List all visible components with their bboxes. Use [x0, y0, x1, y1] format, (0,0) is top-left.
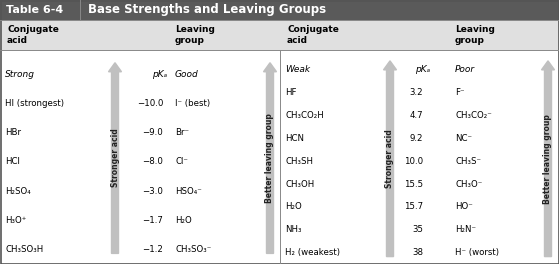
Text: 15.5: 15.5: [404, 180, 423, 188]
Text: 10.0: 10.0: [404, 157, 423, 166]
Text: Cl⁻: Cl⁻: [175, 157, 188, 166]
Text: HI (strongest): HI (strongest): [5, 99, 64, 108]
Text: HF: HF: [285, 88, 296, 97]
Text: H₃O⁺: H₃O⁺: [5, 216, 26, 225]
Text: CH₃OH: CH₃OH: [285, 180, 314, 188]
Text: Strong: Strong: [5, 70, 35, 79]
Text: Good: Good: [175, 70, 199, 79]
FancyArrow shape: [542, 61, 555, 257]
Text: CH₃CO₂H: CH₃CO₂H: [285, 111, 324, 120]
Text: HSO₄⁻: HSO₄⁻: [175, 187, 202, 196]
FancyArrow shape: [108, 63, 121, 253]
Text: CH₃SO₃H: CH₃SO₃H: [5, 245, 43, 254]
Text: NC⁻: NC⁻: [455, 134, 472, 143]
Text: Better leaving group: Better leaving group: [266, 113, 274, 203]
Text: Base Strengths and Leaving Groups: Base Strengths and Leaving Groups: [88, 3, 326, 16]
Text: Conjugate
acid: Conjugate acid: [287, 25, 339, 45]
Text: CH₃CO₂⁻: CH₃CO₂⁻: [455, 111, 492, 120]
Text: pKₐ: pKₐ: [153, 70, 168, 79]
Text: Poor: Poor: [455, 65, 475, 74]
Text: Conjugate
acid: Conjugate acid: [7, 25, 59, 45]
Text: Stronger acid: Stronger acid: [386, 129, 395, 188]
Text: H₂O: H₂O: [175, 216, 192, 225]
Text: H₂SO₄: H₂SO₄: [5, 187, 31, 196]
Text: −8.0: −8.0: [142, 157, 163, 166]
Text: H₂N⁻: H₂N⁻: [455, 225, 476, 234]
Text: −1.2: −1.2: [142, 245, 163, 254]
Text: F⁻: F⁻: [455, 88, 465, 97]
Text: 38: 38: [412, 248, 423, 257]
Text: 15.7: 15.7: [404, 202, 423, 211]
Text: −1.7: −1.7: [142, 216, 163, 225]
Text: Stronger acid: Stronger acid: [111, 129, 120, 187]
Text: HCl: HCl: [5, 157, 20, 166]
Text: 3.2: 3.2: [409, 88, 423, 97]
Text: HO⁻: HO⁻: [455, 202, 473, 211]
Text: CH₃SO₃⁻: CH₃SO₃⁻: [175, 245, 211, 254]
Text: CH₃O⁻: CH₃O⁻: [455, 180, 482, 188]
Text: H⁻ (worst): H⁻ (worst): [455, 248, 499, 257]
Text: H₂O: H₂O: [285, 202, 302, 211]
Text: HBr: HBr: [5, 128, 21, 137]
Text: Better leaving group: Better leaving group: [543, 114, 552, 204]
Text: Leaving
group: Leaving group: [455, 25, 495, 45]
Text: −10.0: −10.0: [136, 99, 163, 108]
Text: 4.7: 4.7: [409, 111, 423, 120]
Text: pKₐ: pKₐ: [415, 65, 430, 74]
FancyArrow shape: [383, 61, 396, 257]
Text: 35: 35: [412, 225, 423, 234]
Text: −3.0: −3.0: [142, 187, 163, 196]
Text: H₂ (weakest): H₂ (weakest): [285, 248, 340, 257]
Text: Weak: Weak: [285, 65, 310, 74]
Text: 9.2: 9.2: [410, 134, 423, 143]
Text: CH₃SH: CH₃SH: [285, 157, 313, 166]
Text: Leaving
group: Leaving group: [175, 25, 215, 45]
Bar: [0, 20, 559, 50]
Bar: [0, 0, 559, 20]
Text: I⁻ (best): I⁻ (best): [175, 99, 210, 108]
Text: NH₃: NH₃: [285, 225, 301, 234]
Text: Br⁻: Br⁻: [175, 128, 189, 137]
Text: CH₃S⁻: CH₃S⁻: [455, 157, 481, 166]
FancyArrow shape: [263, 63, 277, 253]
Text: HCN: HCN: [285, 134, 304, 143]
Text: −9.0: −9.0: [142, 128, 163, 137]
Text: Table 6-4: Table 6-4: [6, 5, 63, 15]
